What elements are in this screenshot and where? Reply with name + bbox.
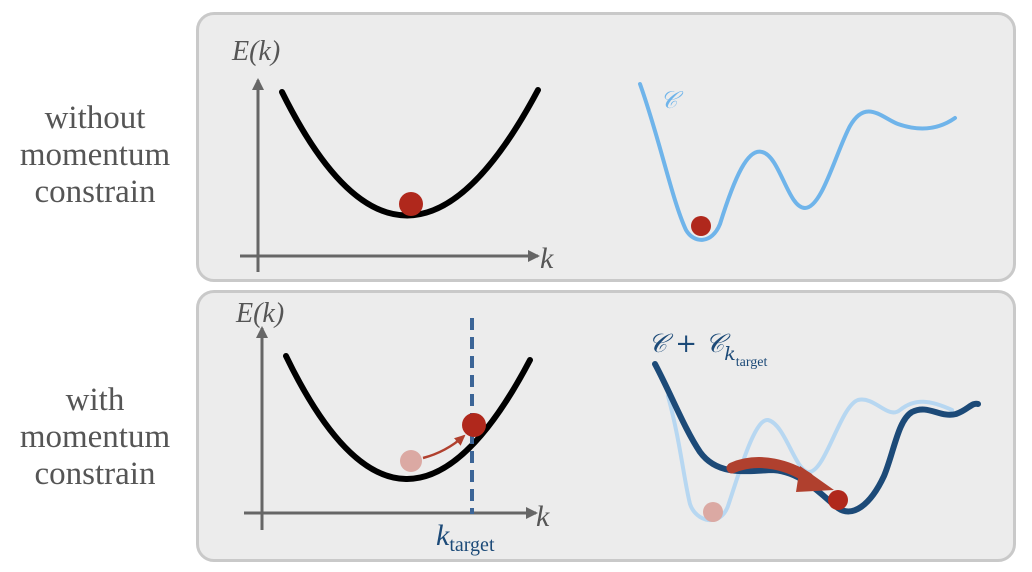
label-line: with [65, 382, 125, 418]
row-label-with-constraint: with momentum constrain [0, 382, 190, 493]
row-label-without-constraint: without momentum constrain [0, 100, 190, 211]
energy-parabola [279, 87, 541, 219]
ball-initial-faded [400, 450, 422, 472]
bottom-energy-plot: E(k) k ktarget [235, 298, 550, 556]
loss-landscape-curve [638, 82, 957, 242]
target-label: ktarget [436, 519, 495, 556]
top-energy-plot: E(k) k [231, 36, 554, 275]
label-line: constrain [34, 174, 156, 210]
x-axis-label: k [540, 242, 554, 275]
ball [462, 413, 486, 437]
panel-without-constraint [196, 12, 1016, 282]
energy-parabola [283, 353, 533, 482]
ball [399, 192, 423, 216]
ball [691, 216, 711, 236]
original-landscape-curve [666, 394, 954, 523]
label-line: constrain [34, 456, 156, 492]
label-line: momentum [19, 419, 171, 455]
landscape-label: 𝒞 [660, 86, 684, 114]
landscape-label: 𝒞 + 𝒞ktarget [648, 329, 767, 370]
bottom-landscape: 𝒞 + 𝒞ktarget [648, 329, 981, 523]
y-axis-label: E(k) [231, 36, 280, 67]
ball-initial-faded [703, 502, 723, 522]
transition-arrow [422, 434, 466, 460]
x-axis-label: k [536, 500, 550, 533]
top-landscape: 𝒞 [638, 82, 957, 242]
constrained-landscape-curve [652, 361, 981, 515]
panel-with-constraint [196, 290, 1016, 562]
ball [828, 490, 848, 510]
shift-arrow-head [796, 466, 834, 492]
label-line: without [44, 100, 146, 136]
y-axis-label: E(k) [235, 298, 284, 329]
label-line: momentum [19, 137, 171, 173]
